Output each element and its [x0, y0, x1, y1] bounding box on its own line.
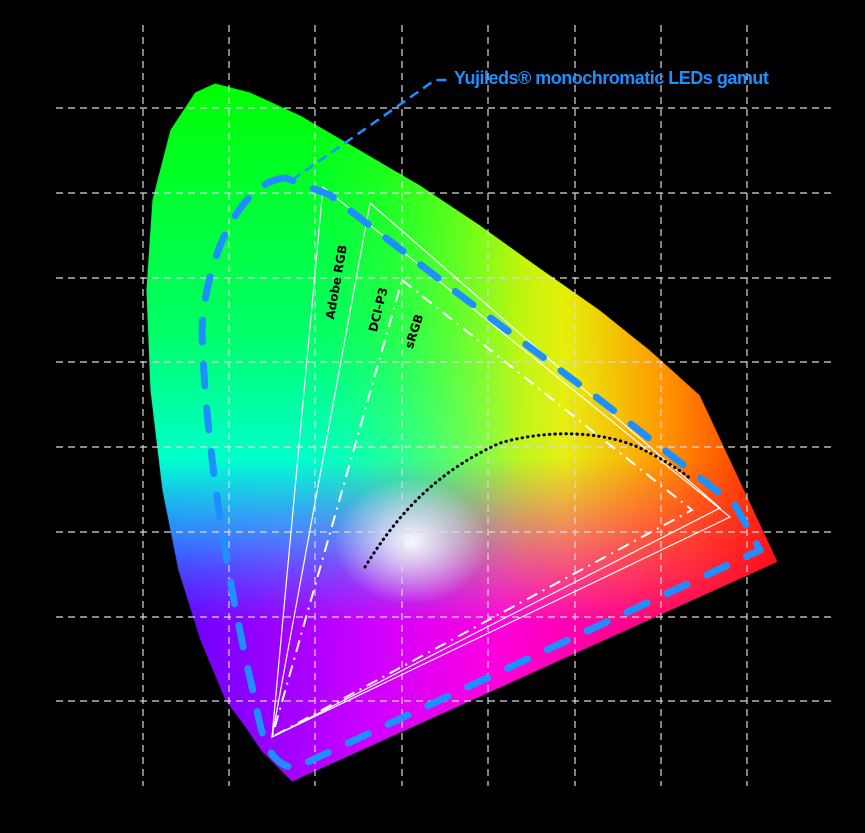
- srgb-gamut: [270, 278, 694, 740]
- yujileds-gamut: [198, 174, 764, 772]
- adobe-rgb-gamut: [271, 185, 732, 738]
- yujileds-gamut-label: Yujileds® monochromatic LEDs gamut: [454, 68, 769, 88]
- spectral-locus-fill: [146, 83, 778, 782]
- planckian-locus: [363, 432, 694, 569]
- callout-leader: [291, 78, 448, 182]
- spectral-locus-outline: [145, 82, 779, 783]
